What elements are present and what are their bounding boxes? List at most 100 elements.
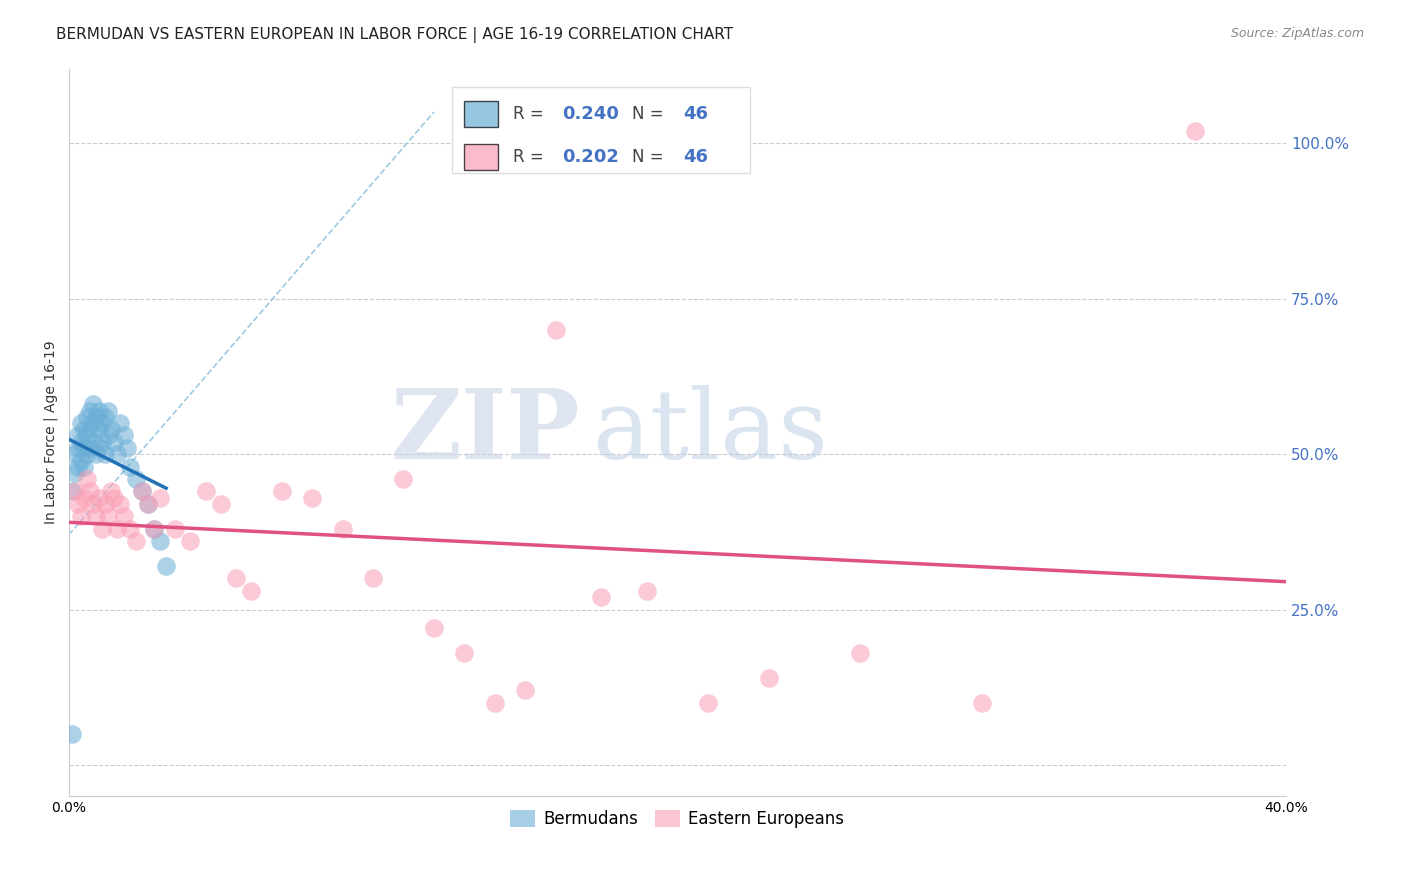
Point [332, 522, 354, 536]
Text: R =: R = [513, 104, 548, 122]
Point [89, 422, 111, 436]
Point [97, 403, 120, 417]
Point [270, 484, 292, 499]
Point [89, 403, 111, 417]
Point [63, 466, 86, 480]
Point [70, 416, 93, 430]
Point [82, 497, 104, 511]
Point [73, 459, 96, 474]
Point [112, 428, 135, 442]
Text: N =: N = [633, 148, 669, 166]
Point [70, 434, 93, 449]
Point [301, 491, 323, 505]
Point [149, 534, 172, 549]
Point [66, 428, 89, 442]
Point [544, 323, 567, 337]
Text: 46: 46 [683, 148, 709, 166]
Point [66, 459, 89, 474]
Point [79, 484, 101, 499]
Point [73, 441, 96, 455]
Point [361, 571, 384, 585]
Point [155, 559, 177, 574]
Point [142, 522, 165, 536]
Point [1184, 124, 1206, 138]
Point [66, 497, 89, 511]
Point [107, 447, 129, 461]
Text: R =: R = [513, 148, 548, 166]
Point [89, 441, 111, 455]
Point [89, 491, 111, 505]
Point [60, 484, 83, 499]
Point [209, 497, 232, 511]
Text: 0.202: 0.202 [562, 148, 619, 166]
Point [118, 522, 141, 536]
Point [97, 509, 120, 524]
Text: BERMUDAN VS EASTERN EUROPEAN IN LABOR FORCE | AGE 16-19 CORRELATION CHART: BERMUDAN VS EASTERN EUROPEAN IN LABOR FO… [56, 27, 734, 43]
Point [100, 422, 122, 436]
Point [94, 447, 117, 461]
Point [225, 571, 247, 585]
Point [91, 416, 114, 430]
Point [70, 509, 93, 524]
Point [82, 416, 104, 430]
Point [103, 491, 125, 505]
Point [149, 491, 172, 505]
Point [94, 409, 117, 424]
Point [91, 522, 114, 536]
Point [484, 696, 506, 710]
Point [76, 472, 98, 486]
Point [110, 497, 132, 511]
Point [103, 434, 125, 449]
Point [76, 409, 98, 424]
Point [79, 422, 101, 436]
Point [194, 484, 217, 499]
Point [107, 522, 129, 536]
Point [76, 428, 98, 442]
Point [136, 497, 159, 511]
Point [970, 696, 993, 710]
Point [112, 509, 135, 524]
Point [94, 497, 117, 511]
Point [124, 472, 146, 486]
Point [392, 472, 415, 486]
Point [423, 621, 446, 635]
Point [84, 509, 107, 524]
Point [849, 646, 872, 660]
Point [696, 696, 718, 710]
FancyBboxPatch shape [453, 87, 751, 173]
Text: 0.240: 0.240 [562, 104, 619, 122]
Text: 46: 46 [683, 104, 709, 122]
Point [73, 422, 96, 436]
Point [100, 484, 122, 499]
Point [179, 534, 201, 549]
Point [60, 727, 83, 741]
Point [91, 434, 114, 449]
Point [110, 416, 132, 430]
FancyBboxPatch shape [464, 145, 498, 170]
Point [591, 590, 613, 604]
Legend: Bermudans, Eastern Europeans: Bermudans, Eastern Europeans [503, 804, 851, 835]
Point [84, 447, 107, 461]
Point [131, 484, 153, 499]
Text: Source: ZipAtlas.com: Source: ZipAtlas.com [1230, 27, 1364, 40]
Point [240, 583, 263, 598]
Point [165, 522, 187, 536]
Point [142, 522, 165, 536]
Point [82, 434, 104, 449]
Point [63, 484, 86, 499]
Y-axis label: In Labor Force | Age 16-19: In Labor Force | Age 16-19 [44, 341, 58, 524]
Point [76, 447, 98, 461]
Point [453, 646, 475, 660]
Point [66, 441, 89, 455]
Point [131, 484, 153, 499]
Point [82, 397, 104, 411]
Point [115, 441, 138, 455]
Text: atlas: atlas [592, 385, 828, 479]
Point [758, 671, 780, 685]
Point [636, 583, 658, 598]
Point [124, 534, 146, 549]
Point [79, 403, 101, 417]
Point [73, 491, 96, 505]
Point [136, 497, 159, 511]
Point [515, 683, 537, 698]
